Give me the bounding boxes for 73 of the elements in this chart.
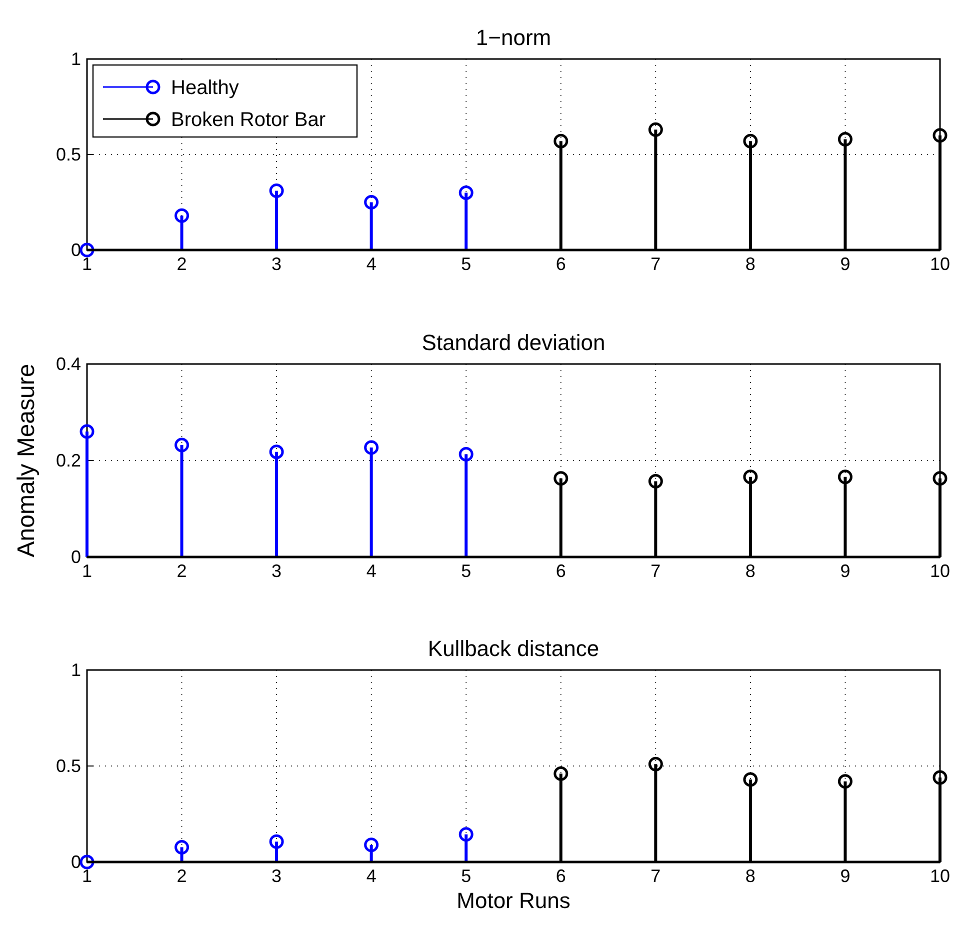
point [554,471,568,486]
point [364,440,379,455]
x-tick-label: 10 [930,561,950,581]
x-tick-label: 6 [556,254,566,274]
x-tick-label: 5 [461,866,472,886]
point [80,242,94,258]
point [743,470,758,484]
x-tick-label: 8 [745,254,756,274]
point [838,470,852,484]
chart-title: Standard deviation [422,330,606,355]
x-tick-label: 9 [840,561,850,581]
point [174,208,190,223]
point [648,474,663,488]
x-tick-label: 8 [745,866,756,886]
point [80,424,94,439]
x-tick-label: 2 [176,561,187,581]
point [269,834,284,849]
x-tick-label: 6 [556,561,566,581]
point [648,122,663,137]
x-tick-label: 3 [272,561,282,581]
point [932,770,948,785]
point [458,446,474,462]
chart-title: Kullback distance [428,636,600,661]
x-tick-label: 7 [650,254,661,274]
point [648,756,663,772]
point [838,774,852,789]
y-tick-label: 1 [70,660,81,680]
point [554,134,568,148]
y-tick-label: 0.5 [56,756,81,776]
point [174,840,190,854]
legend-label: Healthy [171,77,239,99]
point [458,185,474,200]
x-tick-label: 3 [272,866,282,886]
legend-label: Broken Rotor Bar [171,109,326,131]
point [554,766,568,781]
x-tick-label: 9 [840,866,850,886]
point [932,471,948,486]
x-tick-label: 4 [366,866,376,886]
x-tick-label: 10 [930,254,950,274]
y-tick-label: 0.4 [56,354,81,374]
y-tick-label: 0 [70,547,81,567]
x-tick-label: 4 [366,561,376,581]
point [743,772,758,787]
y-tick-label: 1 [70,49,81,69]
x-tick-label: 9 [840,254,850,274]
point [269,184,284,198]
y-tick-label: 0.2 [56,450,81,470]
x-tick-label: 5 [461,561,472,581]
point [364,195,379,210]
x-tick-label: 4 [366,254,376,274]
y-axis-title: Anomaly Measure [13,364,40,558]
y-tick-label: 0.5 [56,144,81,164]
point [174,438,190,452]
x-tick-label: 7 [650,561,661,581]
point [458,827,474,842]
x-tick-label: 10 [930,866,950,886]
point [80,854,94,870]
point [838,132,852,146]
y-tick-label: 0 [70,852,81,872]
chart-title: 1−norm [476,25,552,50]
x-tick-label: 6 [556,866,566,886]
point [269,444,284,460]
x-axis-title: Motor Runs [456,888,570,913]
x-tick-label: 7 [650,866,661,886]
point [743,134,758,148]
point [932,128,948,143]
x-tick-label: 2 [176,866,187,886]
x-tick-label: 2 [176,254,187,274]
x-tick-label: 8 [745,561,756,581]
x-tick-label: 5 [461,254,472,274]
point [364,838,379,852]
y-tick-label: 0 [70,240,81,260]
x-tick-label: 3 [272,254,282,274]
